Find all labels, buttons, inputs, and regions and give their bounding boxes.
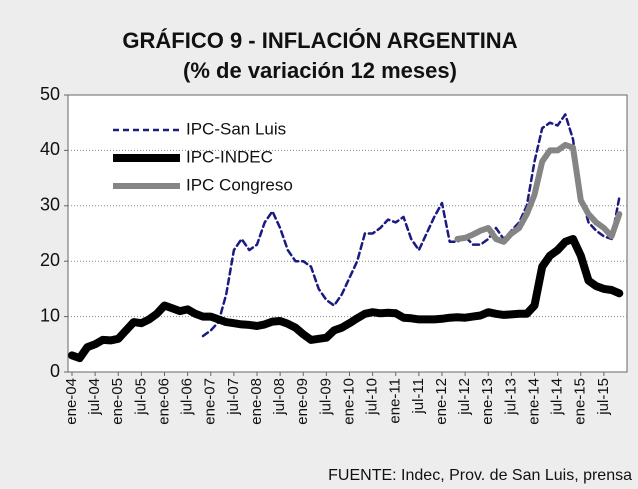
x-tick-label: jul-06 bbox=[179, 378, 196, 416]
x-tick-label: jul-15 bbox=[595, 378, 612, 416]
x-tick-label: ene-15 bbox=[572, 378, 589, 425]
y-tick-label: 40 bbox=[40, 139, 60, 159]
y-tick-label: 10 bbox=[40, 305, 60, 325]
x-tick-label: jul-10 bbox=[364, 378, 381, 416]
x-tick-label: ene-13 bbox=[479, 378, 496, 425]
x-tick-label: jul-05 bbox=[132, 378, 149, 416]
line-series bbox=[454, 141, 623, 245]
y-tick-label: 30 bbox=[40, 195, 60, 215]
x-tick-label: ene-07 bbox=[202, 378, 219, 425]
line-series bbox=[68, 235, 624, 363]
plot-area bbox=[67, 94, 628, 373]
x-tick-label: ene-09 bbox=[294, 378, 311, 425]
line-series bbox=[201, 113, 621, 338]
x-tick-label: jul-11 bbox=[410, 378, 427, 415]
x-tick-label: ene-08 bbox=[248, 378, 265, 425]
y-tick-label: 20 bbox=[40, 250, 60, 270]
x-tick-label: ene-14 bbox=[525, 378, 542, 425]
legend-label: IPC Congreso bbox=[186, 175, 293, 194]
chart-title: GRÁFICO 9 - INFLACIÓN ARGENTINA bbox=[122, 28, 517, 53]
x-tick-label: ene-11 bbox=[387, 378, 404, 424]
source: FUENTE: Indec, Prov. de San Luis, prensa bbox=[328, 467, 632, 484]
legend-label: IPC-San Luis bbox=[186, 119, 286, 138]
x-tick-label: ene-12 bbox=[433, 378, 450, 425]
legend-label: IPC-INDEC bbox=[186, 147, 273, 166]
x-tick-label: jul-07 bbox=[225, 378, 242, 416]
x-tick-label: ene-06 bbox=[155, 378, 172, 425]
y-tick-label: 0 bbox=[50, 361, 60, 381]
x-tick-label: jul-08 bbox=[271, 378, 288, 416]
chart-subtitle: (% de variación 12 meses) bbox=[183, 58, 457, 83]
x-tick-label: jul-09 bbox=[317, 378, 334, 416]
x-tick-label: jul-13 bbox=[502, 378, 519, 416]
x-tick-label: jul-04 bbox=[86, 378, 103, 416]
y-tick-label: 50 bbox=[40, 84, 60, 104]
x-tick-label: ene-04 bbox=[63, 378, 80, 425]
x-tick-label: ene-10 bbox=[340, 378, 357, 425]
x-tick-label: jul-14 bbox=[549, 378, 566, 416]
x-tick-label: jul-12 bbox=[456, 378, 473, 416]
x-tick-label: ene-05 bbox=[109, 378, 126, 425]
